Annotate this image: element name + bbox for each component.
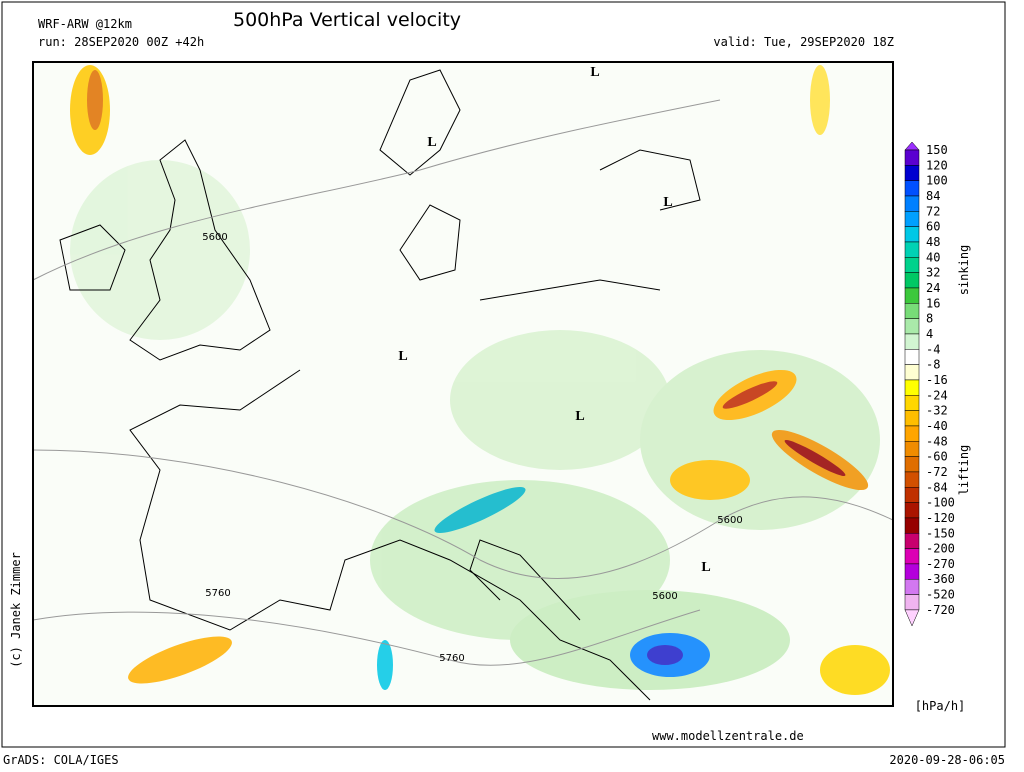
- colorbar-box: [904, 303, 920, 319]
- colorbar-label: 16: [926, 296, 940, 310]
- colorbar-box: [904, 272, 920, 289]
- map-border: [32, 61, 894, 707]
- colorbar-box: [904, 563, 920, 580]
- colorbar-box: [904, 226, 920, 243]
- colorbar-label: 72: [926, 204, 940, 218]
- colorbar-box: [904, 395, 920, 411]
- colorbar-label: -720: [926, 603, 955, 617]
- colorbar-label: 32: [926, 266, 940, 280]
- colorbar-box: [904, 548, 920, 565]
- contour-label: 5760: [205, 588, 230, 599]
- colorbar-box: [904, 165, 920, 181]
- low-label: L: [398, 349, 407, 364]
- colorbar-box: [904, 349, 920, 365]
- colorbar-label: -120: [926, 511, 955, 525]
- colorbar: 150120100847260484032241684-4-8-16-24-32…: [904, 141, 955, 627]
- map: L L L L L L 5600 5760 5600 5600 5760: [32, 61, 894, 707]
- colorbar-label: 24: [926, 281, 940, 295]
- colorbar-label: 48: [926, 235, 940, 249]
- colorbar-triangle: [904, 609, 920, 627]
- colorbar-label: -270: [926, 557, 955, 571]
- colorbar-label: -48: [926, 434, 948, 448]
- colorbar-box: [904, 379, 920, 396]
- colorbar-label: 60: [926, 220, 940, 234]
- colorbar-box: [904, 333, 920, 350]
- colorbar-box: [904, 517, 920, 534]
- colorbar-label: 8: [926, 312, 933, 326]
- low-label: L: [427, 135, 436, 150]
- colorbar-box: [904, 502, 920, 519]
- colorbar-label: -40: [926, 419, 948, 433]
- colorbar-label: -60: [926, 450, 948, 464]
- colorbar-box: [904, 441, 920, 457]
- colorbar-label: -72: [926, 465, 948, 479]
- contour-label: 5600: [717, 515, 742, 526]
- colorbar-label: -520: [926, 588, 955, 602]
- lifting-label: lifting: [957, 445, 971, 496]
- low-label: L: [663, 195, 672, 210]
- low-label: L: [701, 560, 710, 575]
- colorbar-box: [904, 257, 920, 273]
- colorbar-label: 120: [926, 158, 948, 172]
- software: GrADS: COLA/IGES: [3, 753, 119, 767]
- contours: [32, 99, 894, 666]
- colorbar-box: [904, 487, 920, 503]
- colorbar-box: [904, 195, 920, 212]
- colorbar-label: -24: [926, 388, 948, 402]
- colorbar-box: [904, 318, 920, 335]
- colorbar-label: -32: [926, 404, 948, 418]
- colorbar-box: [904, 471, 920, 488]
- colorbar-box: [904, 594, 920, 611]
- colorbar-label: 4: [926, 327, 933, 341]
- colorbar-box: [904, 241, 920, 258]
- contour-label: 5600: [652, 591, 677, 602]
- colorbar-box: [904, 425, 920, 442]
- colorbar-box: [904, 211, 920, 227]
- colorbar-box: [904, 578, 920, 595]
- colorbar-box: [904, 287, 920, 304]
- colorbar-box: [904, 456, 920, 473]
- colorbar-label: -4: [926, 342, 940, 356]
- valid: valid: Tue, 29SEP2020 18Z: [713, 35, 894, 49]
- colorbar-label: -8: [926, 358, 940, 372]
- colorbar-label: 84: [926, 189, 940, 203]
- colorbar-label: -360: [926, 572, 955, 586]
- contour-label: 5760: [439, 653, 464, 664]
- colorbar-box: [904, 533, 920, 549]
- model: WRF-ARW @12km: [38, 17, 132, 31]
- colorbar-label: -16: [926, 373, 948, 387]
- colorbar-box: [904, 180, 920, 197]
- unit-label: [hPa/h]: [915, 699, 966, 713]
- title: 500hPa Vertical velocity: [233, 9, 461, 31]
- colorbar-label: -150: [926, 526, 955, 540]
- coastlines: [59, 69, 701, 701]
- low-label: L: [590, 65, 599, 80]
- colorbar-label: -200: [926, 542, 955, 556]
- credit: (c) Janek Zimmer: [9, 552, 23, 668]
- colorbar-label: 100: [926, 174, 948, 188]
- colorbar-box: [904, 410, 920, 427]
- timestamp: 2020-09-28-06:05: [889, 753, 1005, 767]
- run: run: 28SEP2020 00Z +42h: [38, 35, 204, 49]
- website: www.modellzentrale.de: [652, 729, 804, 743]
- colorbar-box: [904, 364, 920, 381]
- colorbar-label: 150: [926, 143, 948, 157]
- field: [70, 65, 890, 695]
- colorbar-label: -100: [926, 496, 955, 510]
- colorbar-box: [904, 149, 920, 166]
- colorbar-label: 40: [926, 250, 940, 264]
- low-label: L: [575, 409, 584, 424]
- colorbar-label: -84: [926, 480, 948, 494]
- sinking-label: sinking: [957, 245, 971, 296]
- contour-label: 5600: [202, 232, 227, 243]
